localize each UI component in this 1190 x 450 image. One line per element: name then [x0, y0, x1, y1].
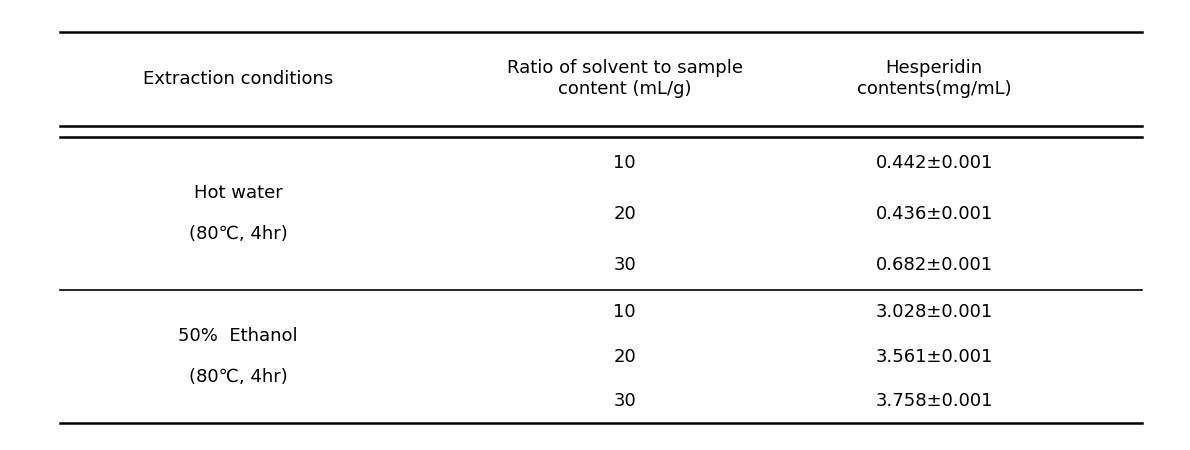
Text: 30: 30: [613, 256, 637, 274]
Text: 30: 30: [613, 392, 637, 410]
Text: 20: 20: [613, 205, 637, 223]
Text: 50%  Ethanol: 50% Ethanol: [178, 328, 298, 346]
Text: Hesperidin
contents(mg/mL): Hesperidin contents(mg/mL): [857, 59, 1012, 98]
Text: 3.758±0.001: 3.758±0.001: [876, 392, 992, 410]
Text: (80℃, 4hr): (80℃, 4hr): [189, 368, 287, 386]
Text: 3.028±0.001: 3.028±0.001: [876, 303, 992, 321]
Text: (80℃, 4hr): (80℃, 4hr): [189, 225, 287, 243]
Text: 20: 20: [613, 347, 637, 365]
Text: 0.436±0.001: 0.436±0.001: [876, 205, 992, 223]
Text: Extraction conditions: Extraction conditions: [143, 70, 333, 88]
Text: 10: 10: [613, 303, 637, 321]
Text: 0.442±0.001: 0.442±0.001: [876, 154, 992, 172]
Text: 3.561±0.001: 3.561±0.001: [876, 347, 992, 365]
Text: Ratio of solvent to sample
content (mL/g): Ratio of solvent to sample content (mL/g…: [507, 59, 743, 98]
Text: 10: 10: [613, 154, 637, 172]
Text: 0.682±0.001: 0.682±0.001: [876, 256, 992, 274]
Text: Hot water: Hot water: [194, 184, 282, 202]
